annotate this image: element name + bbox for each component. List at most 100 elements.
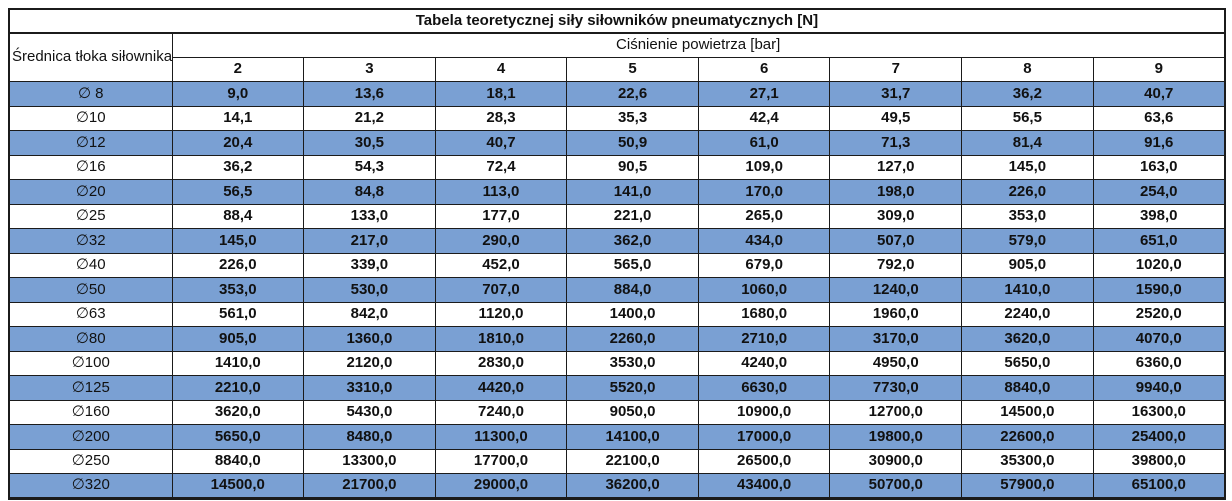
group-header-row: Średnica tłoka siłownika Ciśnienie powie… [8,32,1226,82]
force-value: 141,0 [566,179,699,205]
force-value: 707,0 [434,277,568,303]
force-value: 651,0 [1092,228,1226,254]
force-value: 198,0 [829,179,963,205]
table-header: Tabela teoretycznej siły siłowników pneu… [8,8,1226,82]
force-value: 54,3 [303,154,436,180]
force-value: 36,2 [961,81,1094,107]
force-value: 2710,0 [697,326,831,352]
force-value: 65100,0 [1092,473,1226,499]
force-value: 3310,0 [303,375,436,401]
force-value: 36,2 [171,154,305,180]
force-value: 2830,0 [434,350,568,376]
force-value: 90,5 [566,154,699,180]
force-value: 35,3 [566,105,699,131]
force-value: 339,0 [303,252,436,278]
force-value: 5430,0 [303,399,436,425]
force-value: 40,7 [434,130,568,156]
force-value: 4420,0 [434,375,568,401]
table-row: ∅63 561,0 842,0 1120,0 1400,0 1680,0 1960,0 224… [8,301,1226,327]
force-value: 1360,0 [303,326,436,352]
force-value: 565,0 [566,252,699,278]
table-row: ∅250 8840,0 13300,0 17700,0 22100,0 26500,0 30… [8,448,1226,474]
force-value: 22,6 [566,81,699,107]
force-value: 16300,0 [1092,399,1226,425]
force-value: 14500,0 [171,473,305,499]
force-value: 30,5 [303,130,436,156]
force-value: 1240,0 [829,277,963,303]
table-row: ∅10 14,1 21,2 28,3 35,3 42,4 49,5 56,5 63,6 [8,105,1226,131]
table-row: ∅16 36,2 54,3 72,4 90,5 109,0 127,0 145,0 163,0 [8,154,1226,180]
force-value: 29000,0 [434,473,568,499]
force-value: 290,0 [434,228,568,254]
force-value: 21700,0 [303,473,436,499]
pressure-header: 7 [829,57,963,82]
force-value: 7730,0 [829,375,963,401]
diameter-label: ∅100 [8,350,173,376]
force-value: 8840,0 [171,448,305,474]
force-value: 17700,0 [434,448,568,474]
force-value: 61,0 [697,130,831,156]
force-value: 507,0 [829,228,963,254]
force-value: 4070,0 [1092,326,1226,352]
table-row: ∅320 14500,0 21700,0 29000,0 36200,0 43400,0 5… [8,473,1226,499]
diameter-label: ∅63 [8,301,173,327]
force-value: 4950,0 [829,350,963,376]
table-row: ∅50 353,0 530,0 707,0 884,0 1060,0 1240,0 1410,… [8,277,1226,303]
force-value: 362,0 [566,228,699,254]
force-value: 19800,0 [829,424,963,450]
force-value: 254,0 [1092,179,1226,205]
diameter-label: ∅16 [8,154,173,180]
force-value: 20,4 [171,130,305,156]
force-value: 88,4 [171,203,305,229]
force-value: 6630,0 [697,375,831,401]
diameter-label: ∅12 [8,130,173,156]
force-value: 7240,0 [434,399,568,425]
force-value: 3620,0 [961,326,1094,352]
pneumatic-force-table: Tabela teoretycznej siły siłowników pneu… [8,8,1226,500]
table-title: Tabela teoretycznej siły siłowników pneu… [8,8,1226,34]
force-value: 14100,0 [566,424,699,450]
force-value: 8840,0 [961,375,1094,401]
force-value: 10900,0 [697,399,831,425]
force-value: 3530,0 [566,350,699,376]
table-body: ∅ 8 9,0 13,6 18,1 22,6 27,1 31,7 36,2 40,7 ∅10 14,… [8,81,1226,499]
pressure-header: 8 [961,57,1094,82]
force-value: 127,0 [829,154,963,180]
diameter-label: ∅40 [8,252,173,278]
force-value: 40,7 [1092,81,1226,107]
force-value: 8480,0 [303,424,436,450]
force-value: 6360,0 [1092,350,1226,376]
force-value: 1020,0 [1092,252,1226,278]
force-value: 1810,0 [434,326,568,352]
diameter-label: ∅80 [8,326,173,352]
force-value: 226,0 [961,179,1094,205]
table-row: ∅125 2210,0 3310,0 4420,0 5520,0 6630,0 7730,0… [8,375,1226,401]
table-row: ∅25 88,4 133,0 177,0 221,0 265,0 309,0 353,0 398… [8,203,1226,229]
force-value: 43400,0 [697,473,831,499]
force-value: 679,0 [697,252,831,278]
force-value: 30900,0 [829,448,963,474]
force-value: 50,9 [566,130,699,156]
force-value: 63,6 [1092,105,1226,131]
diameter-label: ∅25 [8,203,173,229]
force-value: 14500,0 [961,399,1094,425]
force-value: 26500,0 [697,448,831,474]
force-value: 84,8 [303,179,436,205]
force-value: 1120,0 [434,301,568,327]
force-value: 579,0 [961,228,1094,254]
force-value: 18,1 [434,81,568,107]
force-value: 9940,0 [1092,375,1226,401]
force-value: 57900,0 [961,473,1094,499]
force-value: 145,0 [961,154,1094,180]
force-value: 13,6 [303,81,436,107]
diameter-label: ∅20 [8,179,173,205]
force-value: 133,0 [303,203,436,229]
table-row: ∅200 5650,0 8480,0 11300,0 14100,0 17000,0 198… [8,424,1226,450]
pressure-header: 9 [1092,57,1226,82]
force-value: 1680,0 [697,301,831,327]
force-value: 884,0 [566,277,699,303]
pressure-group-header: Ciśnienie powietrza [bar] [171,32,1226,58]
force-value: 1060,0 [697,277,831,303]
force-value: 265,0 [697,203,831,229]
diameter-label: ∅10 [8,105,173,131]
